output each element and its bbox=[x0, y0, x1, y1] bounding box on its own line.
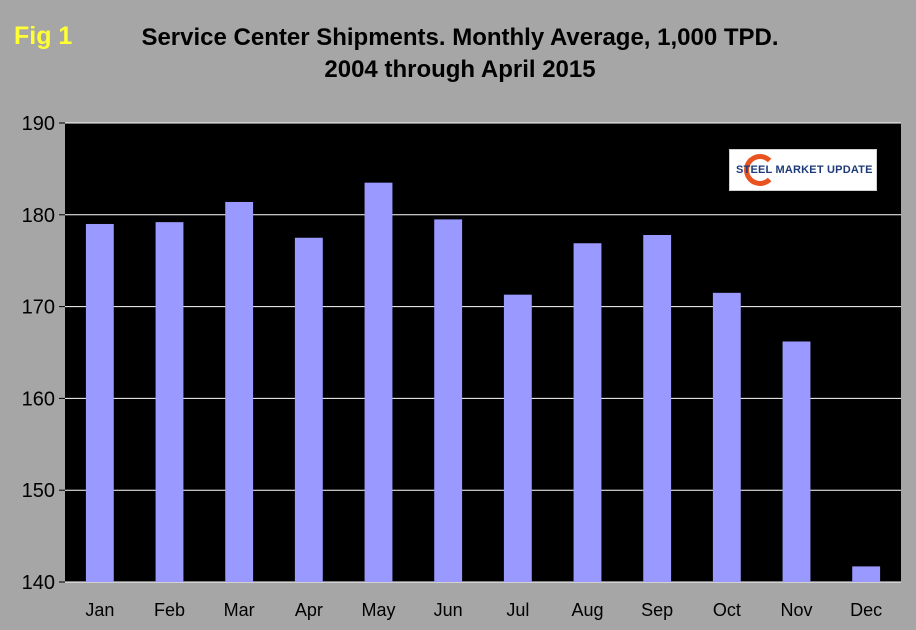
y-tick-label: 160 bbox=[22, 388, 55, 410]
x-tick-label-dec: Dec bbox=[850, 600, 882, 620]
bar-jul bbox=[503, 294, 532, 582]
bar-nov bbox=[782, 341, 811, 582]
x-tick-label-nov: Nov bbox=[780, 600, 812, 620]
bar-aug bbox=[573, 243, 602, 582]
x-tick-label-apr: Apr bbox=[295, 600, 323, 620]
x-tick-label-jun: Jun bbox=[434, 600, 463, 620]
bar-feb bbox=[155, 222, 184, 583]
y-tick-label: 180 bbox=[22, 205, 55, 227]
logo-ring-icon bbox=[744, 154, 776, 186]
x-tick-label-jan: Jan bbox=[85, 600, 114, 620]
bars bbox=[85, 182, 881, 583]
bar-mar bbox=[225, 201, 254, 582]
x-tick-label-mar: Mar bbox=[224, 600, 255, 620]
x-tick-label-sep: Sep bbox=[641, 600, 673, 620]
bar-dec bbox=[852, 566, 881, 582]
y-tick-label: 140 bbox=[22, 572, 55, 594]
chart-title: Service Center Shipments. Monthly Averag… bbox=[141, 24, 779, 51]
x-tick-label-oct: Oct bbox=[713, 600, 741, 620]
x-tick-label-aug: Aug bbox=[571, 600, 603, 620]
bar-jan bbox=[85, 223, 114, 583]
chart-subtitle: 2004 through April 2015 bbox=[324, 56, 596, 83]
bar-jun bbox=[434, 219, 463, 582]
gridlines bbox=[65, 122, 901, 583]
y-tick-label: 190 bbox=[22, 113, 55, 135]
x-tick-label-feb: Feb bbox=[154, 600, 185, 620]
bar-may bbox=[364, 182, 393, 583]
x-tick-label-jul: Jul bbox=[506, 600, 529, 620]
y-axis-ticks: 140 150 160 170 180 190 bbox=[22, 113, 65, 594]
logo-text: STEEL MARKET UPDATE bbox=[736, 164, 873, 176]
y-tick-label: 150 bbox=[22, 480, 55, 502]
x-axis-labels: Jan Feb Mar Apr May Jun Jul Aug Sep Oct Nov Dec bbox=[85, 600, 882, 620]
y-tick-label: 170 bbox=[22, 297, 55, 319]
x-tick-label-may: May bbox=[361, 600, 395, 620]
bar-sep bbox=[643, 234, 672, 582]
steel-market-update-logo: STEEL MARKET UPDATE bbox=[729, 149, 877, 191]
figure-label: Fig 1 bbox=[14, 22, 73, 50]
chart-title-block: Service Center Shipments. Monthly Averag… bbox=[60, 22, 860, 86]
bar-oct bbox=[712, 292, 741, 582]
bar-apr bbox=[294, 237, 323, 582]
plot-area bbox=[65, 123, 901, 582]
